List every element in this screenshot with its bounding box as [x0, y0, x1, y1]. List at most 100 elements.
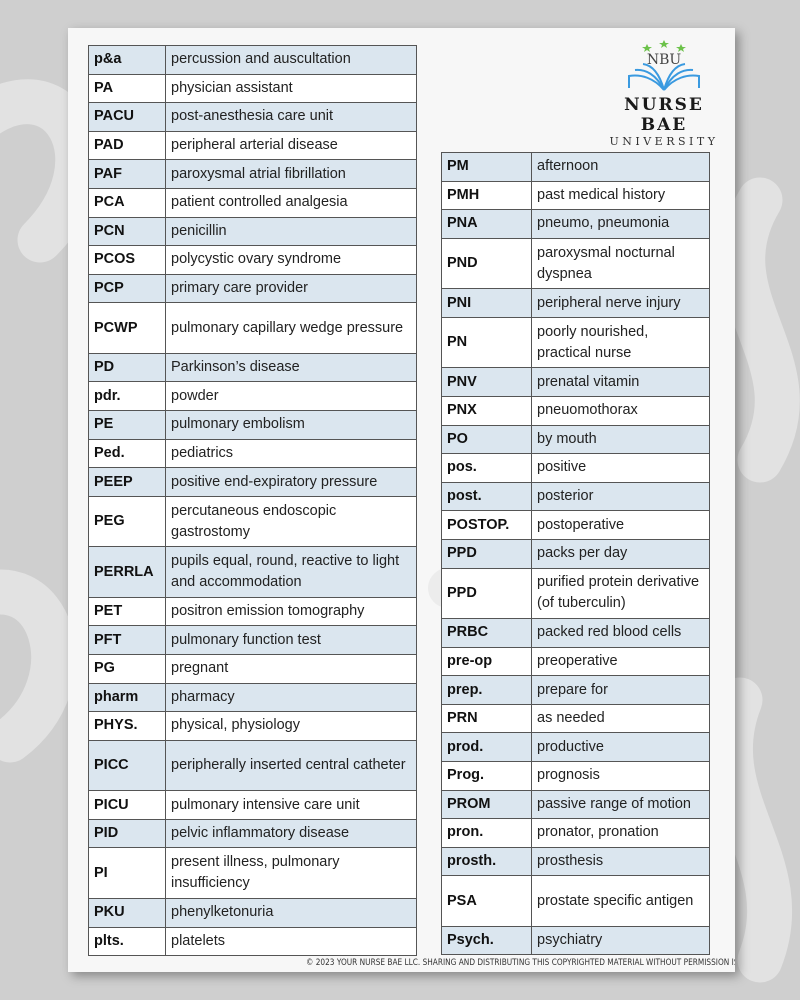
abbreviation-cell: PFT: [88, 625, 166, 655]
table-row: PET positron emission tomography: [88, 596, 417, 627]
meaning-cell: paroxysmal atrial fibrillation: [165, 159, 417, 189]
abbreviation-cell: PHYS.: [88, 711, 166, 741]
meaning-cell: pneumo, pneumonia: [531, 209, 710, 239]
meaning-cell: phenylketonuria: [165, 897, 417, 928]
abbreviation-cell: PRBC: [441, 618, 532, 648]
meaning-cell: prognosis: [531, 761, 710, 791]
meaning-cell: packed red blood cells: [531, 618, 710, 648]
table-row: PEEP positive end-expiratory pressure: [88, 467, 417, 497]
abbreviation-cell: prosth.: [441, 846, 532, 877]
table-row: PCOS polycystic ovary syndrome: [88, 245, 417, 275]
abbreviation-cell: PSA: [441, 875, 532, 927]
meaning-cell: paroxysmal nocturnal dyspnea: [531, 237, 710, 290]
table-row: PNI peripheral nerve injury: [441, 288, 710, 318]
abbreviation-cell: pron.: [441, 818, 532, 848]
table-row: Prog. prognosis: [441, 761, 710, 791]
abbreviation-cell: PG: [88, 654, 166, 684]
table-row: PG pregnant: [88, 654, 417, 684]
abbreviation-cell: PERRLA: [88, 546, 166, 598]
abbreviation-cell: PNX: [441, 395, 532, 426]
meaning-cell: afternoon: [531, 152, 710, 182]
table-row: PKU phenylketonuria: [88, 897, 417, 928]
abbreviation-cell: PACU: [88, 102, 166, 132]
abbreviation-cell: PPD: [441, 567, 532, 620]
meaning-cell: prostate specific antigen: [531, 875, 710, 927]
meaning-cell: pulmonary intensive care unit: [165, 790, 417, 820]
table-row: prod. productive: [441, 732, 710, 762]
table-row: PEG percutaneous endoscopic gastrostomy: [88, 495, 417, 548]
meaning-cell: productive: [531, 732, 710, 762]
abbreviation-cell: pharm: [88, 682, 166, 713]
abbreviation-cell: PET: [88, 596, 166, 627]
logo-name: NURSE BAE: [624, 95, 704, 135]
meaning-cell: pregnant: [165, 654, 417, 684]
meaning-cell: purified protein derivative (of tubercul…: [531, 567, 710, 620]
meaning-cell: patient controlled analgesia: [165, 187, 417, 218]
abbreviation-cell: PMH: [441, 180, 532, 211]
table-row: PRBC packed red blood cells: [441, 618, 710, 648]
table-row: pdr. powder: [88, 381, 417, 412]
table-row: PAF paroxysmal atrial fibrillation: [88, 159, 417, 189]
logo-monogram: NBU: [647, 52, 682, 68]
abbreviation-cell: post.: [441, 481, 532, 512]
table-row: PCP primary care provider: [88, 273, 417, 304]
table-row: PPD packs per day: [441, 538, 710, 569]
meaning-cell: prepare for: [531, 675, 710, 705]
table-row: pharm pharmacy: [88, 682, 417, 713]
meaning-cell: pronator, pronation: [531, 818, 710, 848]
abbreviation-cell: PND: [441, 237, 532, 290]
nurse-bae-logo: NBU NURSE BAE UNIVERSITY: [604, 38, 724, 149]
abbreviation-cell: Ped.: [88, 438, 166, 469]
abbreviation-cell: plts.: [88, 926, 166, 957]
abbreviation-cell: PEG: [88, 495, 166, 548]
meaning-cell: past medical history: [531, 180, 710, 211]
table-row: PICU pulmonary intensive care unit: [88, 790, 417, 820]
book-logo-icon: NBU: [628, 40, 700, 91]
abbreviation-cell: PROM: [441, 789, 532, 820]
meaning-cell: penicillin: [165, 216, 417, 247]
meaning-cell: physical, physiology: [165, 711, 417, 741]
table-row: PCA patient controlled analgesia: [88, 187, 417, 218]
table-row: Psych. psychiatry: [441, 925, 710, 956]
abbreviation-cell: PCN: [88, 216, 166, 247]
table-row: PPD purified protein derivative (of tuber…: [441, 567, 710, 620]
meaning-cell: present illness, pulmonary insufficiency: [165, 847, 417, 899]
table-row: PRN as needed: [441, 703, 710, 734]
table-row: plts. platelets: [88, 926, 417, 957]
abbreviation-cell: PNA: [441, 209, 532, 239]
meaning-cell: percutaneous endoscopic gastrostomy: [165, 495, 417, 548]
abbreviation-cell: PEEP: [88, 467, 166, 497]
meaning-cell: powder: [165, 381, 417, 412]
abbreviation-cell: PA: [88, 73, 166, 104]
table-row: post. posterior: [441, 481, 710, 512]
table-row: PA physician assistant: [88, 73, 417, 104]
table-row: PID pelvic inflammatory disease: [88, 818, 417, 849]
abbreviation-cell: PE: [88, 410, 166, 440]
table-row: prosth. prosthesis: [441, 846, 710, 877]
abbreviation-cell: PCOS: [88, 245, 166, 275]
meaning-cell: primary care provider: [165, 273, 417, 304]
table-row: pron. pronator, pronation: [441, 818, 710, 848]
meaning-cell: physician assistant: [165, 73, 417, 104]
table-row: PND paroxysmal nocturnal dyspnea: [441, 237, 710, 290]
abbreviation-cell: PID: [88, 818, 166, 849]
abbreviation-cell: PO: [441, 424, 532, 455]
meaning-cell: pneuomothorax: [531, 395, 710, 426]
abbreviation-cell: PNI: [441, 288, 532, 318]
meaning-cell: prenatal vitamin: [531, 367, 710, 397]
table-row: PICC peripherally inserted central cathet…: [88, 739, 417, 792]
table-row: PD Parkinson’s disease: [88, 352, 417, 383]
table-row: pos. positive: [441, 453, 710, 483]
meaning-cell: peripheral arterial disease: [165, 130, 417, 161]
meaning-cell: pupils equal, round, reactive to light a…: [165, 546, 417, 598]
table-row: Ped. pediatrics: [88, 438, 417, 469]
meaning-cell: pediatrics: [165, 438, 417, 469]
table-row: PERRLA pupils equal, round, reactive to l…: [88, 546, 417, 598]
document-page: NBU NURSE BAE UNIVERSITY p&a percussion a…: [68, 28, 735, 972]
abbreviation-cell: PRN: [441, 703, 532, 734]
abbreviation-cell: POSTOP.: [441, 510, 532, 540]
meaning-cell: peripherally inserted central catheter: [165, 739, 417, 792]
meaning-cell: Parkinson’s disease: [165, 352, 417, 383]
table-row: p&a percussion and auscultation: [88, 45, 417, 75]
table-row: POSTOP. postoperative: [441, 510, 710, 540]
